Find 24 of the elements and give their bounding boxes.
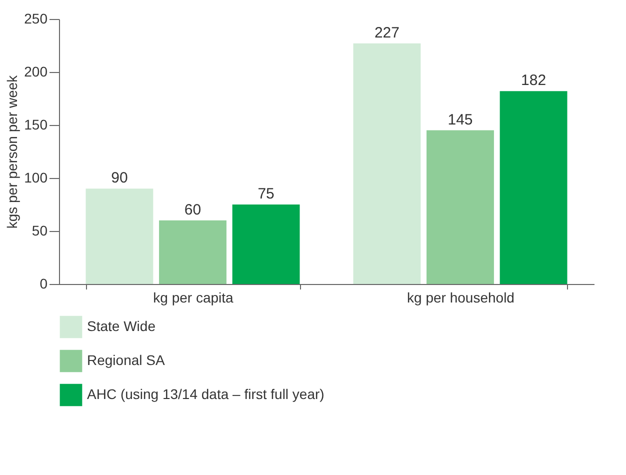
y-tick-label: 200	[24, 64, 48, 80]
data-label: 145	[448, 111, 473, 128]
y-tick-label: 50	[32, 222, 48, 238]
legend-label: AHC (using 13/14 data – first full year)	[87, 386, 324, 402]
legend-label: State Wide	[87, 318, 156, 334]
y-axis-title: kgs per person per week	[4, 74, 20, 229]
y-tick-label: 100	[24, 170, 48, 186]
bar	[500, 91, 568, 284]
x-tick-label: kg per household	[407, 290, 514, 306]
bar	[426, 130, 494, 284]
data-label: 75	[258, 186, 274, 202]
x-tick-label: kg per capita	[153, 290, 234, 306]
y-tick-label: 0	[40, 276, 48, 292]
data-label: 60	[184, 201, 202, 218]
bar	[86, 188, 154, 284]
data-label: 182	[521, 72, 546, 90]
legend-label: Regional SA	[87, 352, 166, 368]
y-tick-label: 150	[24, 116, 48, 132]
data-label: 227	[374, 24, 400, 42]
bar	[159, 220, 226, 284]
bar	[353, 43, 421, 284]
y-tick-label: 250	[24, 10, 48, 26]
bar	[232, 204, 300, 284]
data-label: 90	[111, 170, 128, 187]
